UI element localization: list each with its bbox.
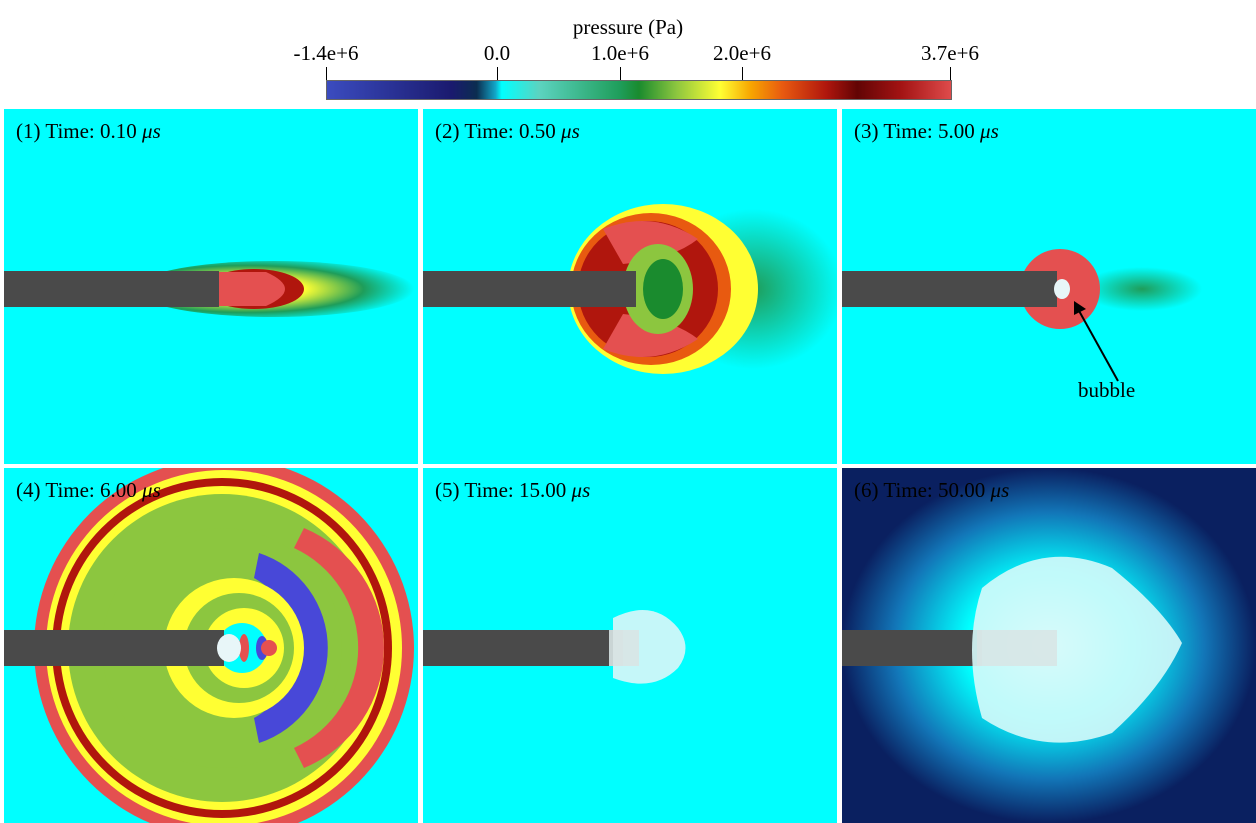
bubble-label: bubble <box>1078 378 1136 402</box>
colorbar-tick-label: 2.0e+6 <box>713 41 771 65</box>
pressure-field-5 <box>423 610 686 684</box>
panel-3: (3) Time: 5.00 μs bubble <box>842 109 1256 464</box>
colorbar-title: pressure (Pa) <box>572 15 684 39</box>
annotation-arrow <box>1077 308 1119 382</box>
panel-title: (2) Time: 0.50 μs <box>435 119 580 143</box>
colorbar-tick-label: 3.7e+6 <box>921 41 979 65</box>
colorbar-tick-label: 1.0e+6 <box>591 41 649 65</box>
panel-4: (4) Time: 6.00 μs <box>4 468 418 823</box>
colorbar <box>326 80 952 100</box>
panel-6: (6) Time: 50.00 μs <box>842 468 1256 823</box>
colorbar-tick <box>742 67 743 80</box>
panel-title: (5) Time: 15.00 μs <box>435 478 591 502</box>
panel-title: (1) Time: 0.10 μs <box>16 119 161 143</box>
fiber <box>842 271 1057 307</box>
bubble <box>217 634 241 662</box>
panel-5: (5) Time: 15.00 μs <box>423 468 837 823</box>
pressure-field-1 <box>4 261 414 317</box>
arrow-head <box>1074 301 1086 315</box>
bubble <box>972 556 1182 743</box>
bubble <box>1054 279 1070 299</box>
colorbar-tick <box>950 67 951 80</box>
pressure-field-4 <box>4 468 414 823</box>
colorbar-tick <box>326 67 327 80</box>
panel-title: (3) Time: 5.00 μs <box>854 119 999 143</box>
panel-1: (1) Time: 0.10 μs <box>4 109 418 464</box>
pressure-field-3 <box>842 249 1202 382</box>
pressure-field-2 <box>423 204 837 374</box>
fiber <box>4 271 219 307</box>
fiber <box>842 630 982 666</box>
panel-title: (4) Time: 6.00 μs <box>16 478 161 502</box>
panel-title: (6) Time: 50.00 μs <box>854 478 1010 502</box>
fiber <box>423 630 623 666</box>
fiber <box>4 630 224 666</box>
panel-2: (2) Time: 0.50 μs <box>423 109 837 464</box>
fiber <box>423 271 636 307</box>
colorbar-tick-label: -1.4e+6 <box>293 41 359 65</box>
colorbar-tick <box>620 67 621 80</box>
pressure-field-6 <box>842 468 1256 823</box>
colorbar-tick-label: 0.0 <box>483 41 511 65</box>
colorbar-tick <box>497 67 498 80</box>
